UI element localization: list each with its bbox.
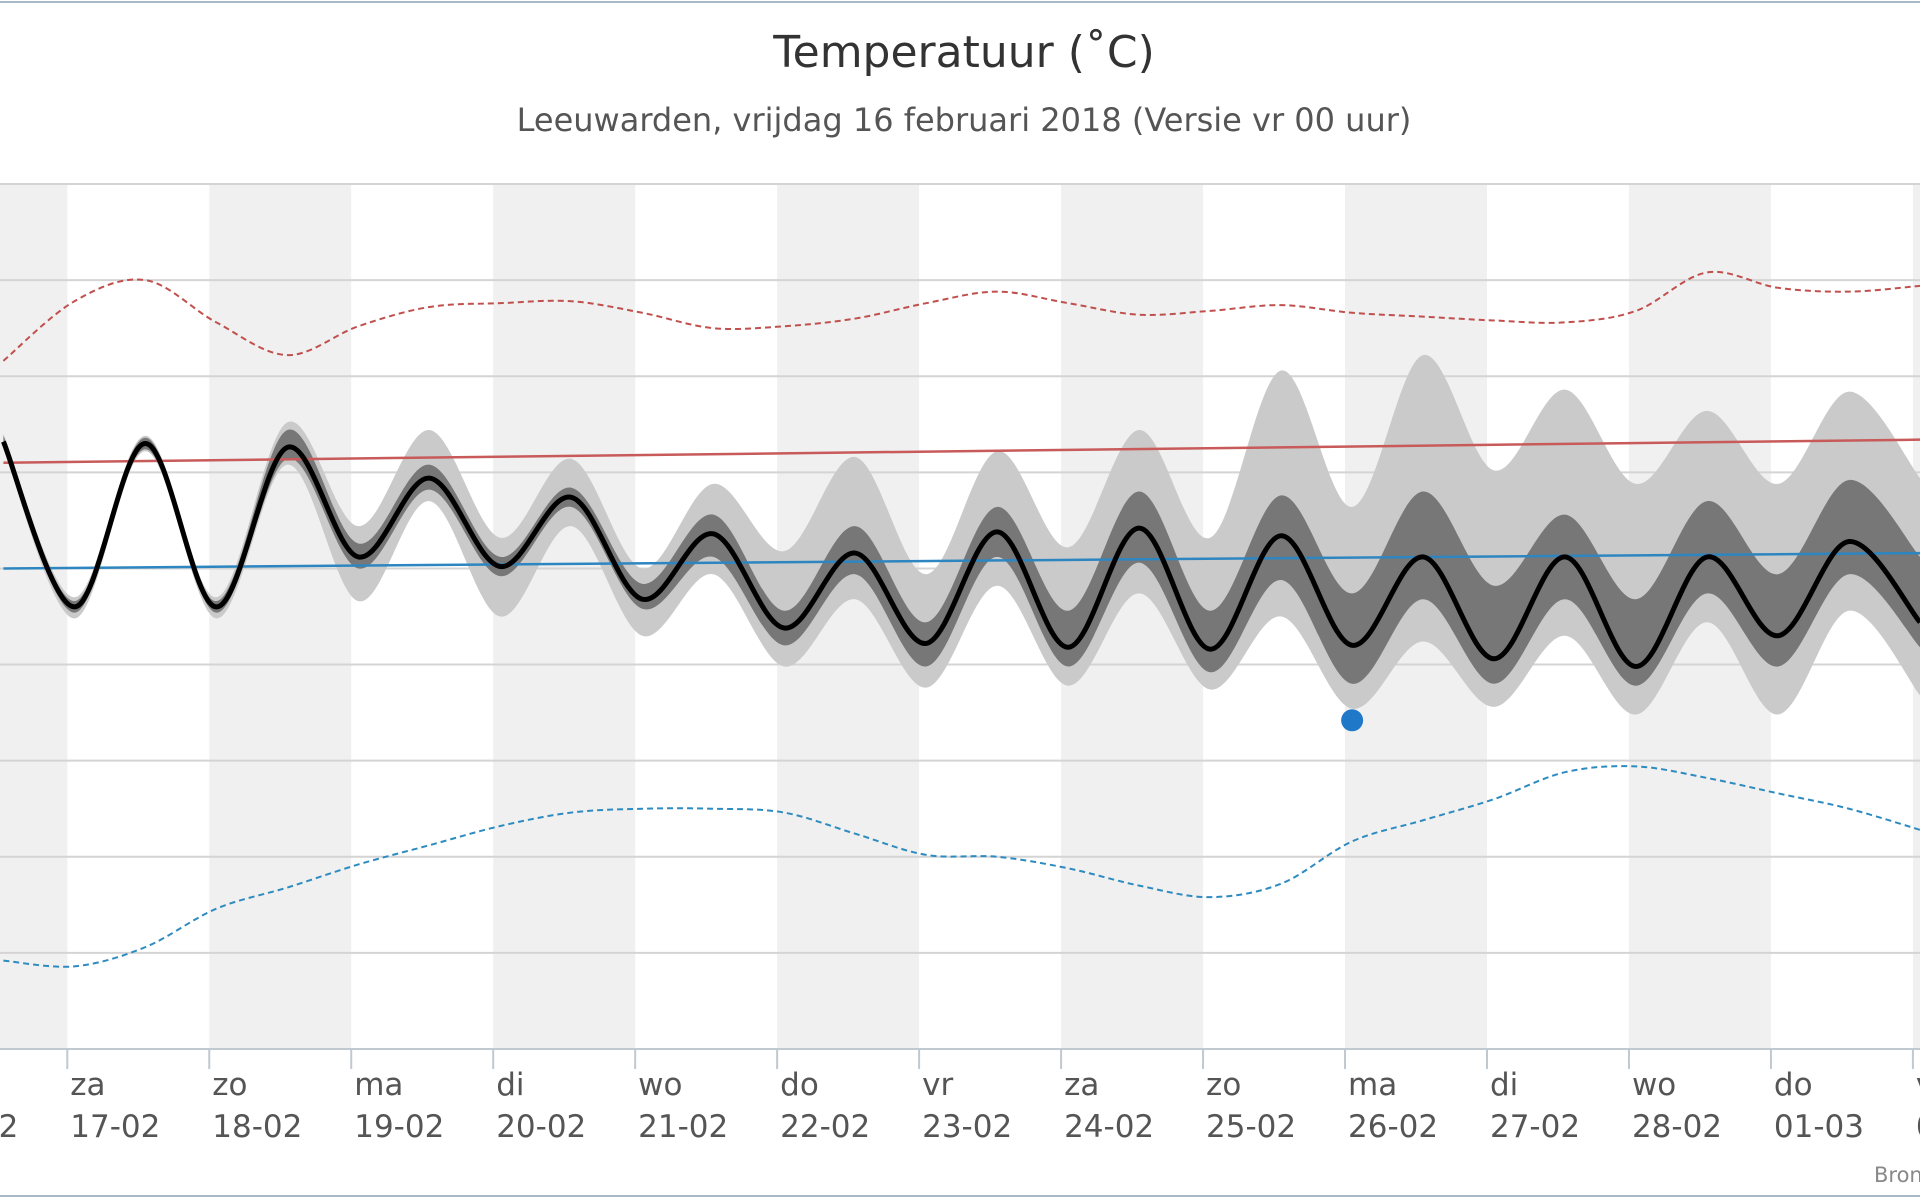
chart-title: Temperatuur (˚C) [772, 27, 1155, 78]
day-band [493, 184, 636, 1049]
chart-subtitle: Leeuwarden, vrijdag 16 februari 2018 (Ve… [517, 101, 1412, 139]
spread-band [3, 429, 1920, 686]
x-tick-label: zo 18-02 [212, 1067, 302, 1145]
day-band [0, 184, 68, 1049]
temperature-line [3, 438, 1920, 464]
record-line [2, 270, 1920, 362]
source-label: Bron [1874, 1163, 1920, 1187]
x-tick-label: ma 26-02 [1348, 1067, 1438, 1145]
x-tick-label: vr 23-02 [922, 1067, 1012, 1145]
grid-layer [0, 279, 1920, 954]
x-tick-label: ma 19-02 [354, 1067, 444, 1145]
record-line [3, 765, 1920, 968]
x-tick-label: do 22-02 [780, 1067, 870, 1145]
data-layer [1, 270, 1920, 968]
temperature-line [1, 440, 1920, 669]
observation-dot [1341, 709, 1364, 732]
x-tick-label: di 20-02 [496, 1067, 586, 1145]
x-tick-label: do 01-03 [1774, 1067, 1864, 1145]
day-band [209, 184, 352, 1049]
x-tick-label: wo 28-02 [1632, 1067, 1722, 1145]
x-tick-label: vr16-02 [0, 1067, 18, 1145]
x-tick-label: di 27-02 [1490, 1067, 1580, 1145]
x-tick-label: zo 25-02 [1206, 1067, 1296, 1145]
x-tick-label: za 17-02 [70, 1067, 160, 1145]
x-tick-label: wo 21-02 [638, 1067, 728, 1145]
temperature-line [3, 551, 1920, 570]
x-tick-label: vr02-03 [1916, 1067, 1920, 1145]
x-tick-label: za 24-02 [1064, 1067, 1154, 1145]
